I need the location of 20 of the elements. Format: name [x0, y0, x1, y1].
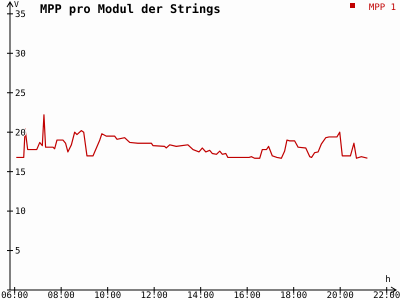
- x-tick-label: 22:00: [373, 291, 400, 300]
- x-tick-label: 10:00: [94, 291, 122, 300]
- x-tick-label: 14:00: [187, 291, 214, 300]
- x-tick-label: 12:00: [140, 291, 168, 300]
- legend-label: MPP 1: [368, 3, 396, 13]
- x-tick-label: 18:00: [280, 291, 308, 300]
- x-tick-label: 08:00: [48, 291, 75, 300]
- x-axis-title: h: [385, 275, 391, 285]
- y-axis-title: V: [14, 0, 19, 9]
- x-tick-label: 20:00: [326, 291, 354, 300]
- x-tick-label: 16:00: [234, 291, 261, 300]
- y-tick-label: 30: [15, 49, 26, 60]
- y-tick-label: 35: [15, 10, 26, 20]
- y-tick-label: 25: [15, 88, 26, 99]
- y-tick-label: 15: [15, 168, 26, 178]
- chart-title: MPP pro Modul der Strings: [40, 2, 221, 16]
- y-tick-label: 5: [15, 246, 20, 257]
- x-tick-label: 06:00: [1, 291, 28, 300]
- y-tick-label: 10: [15, 207, 26, 218]
- line-series: [16, 114, 368, 159]
